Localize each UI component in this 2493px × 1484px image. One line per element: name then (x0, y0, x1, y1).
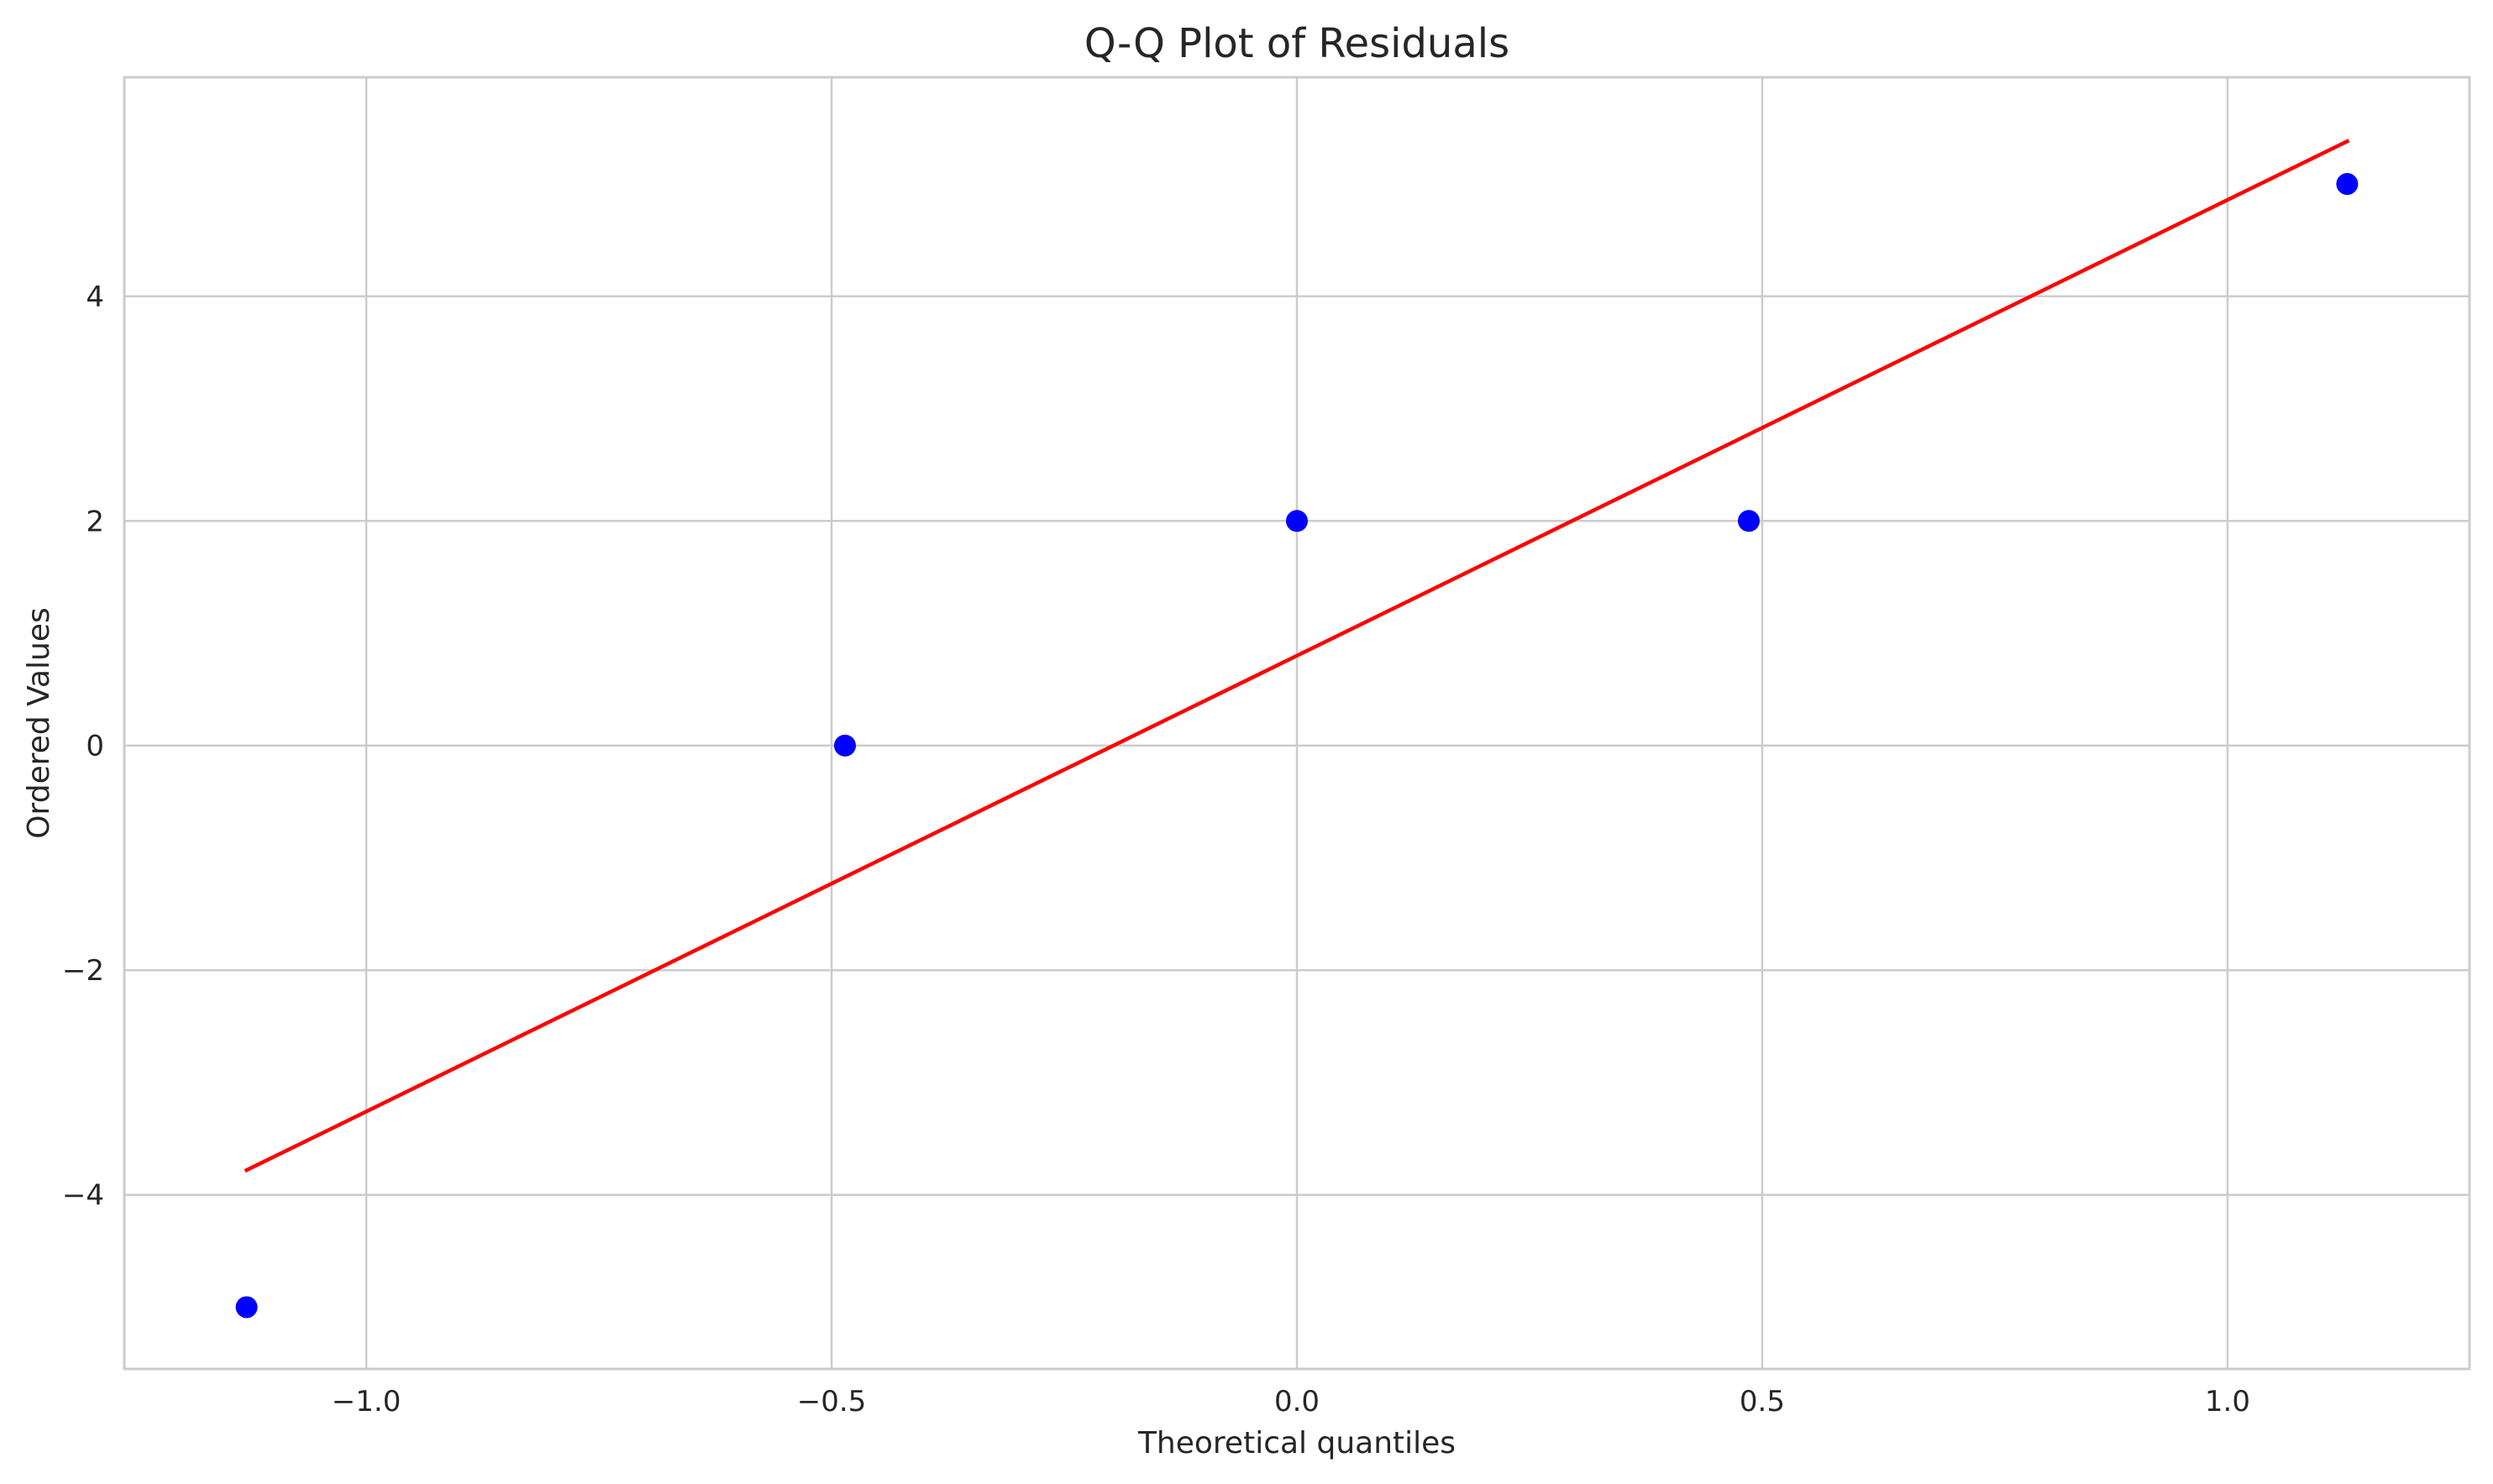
x-tick-label: −1.0 (332, 1385, 402, 1418)
fit-line (244, 139, 2350, 1173)
data-point (1738, 510, 1761, 532)
x-tick-label: 0.5 (1740, 1385, 1785, 1418)
x-tick-label: 1.0 (2205, 1385, 2250, 1418)
y-tick-label: 0 (86, 730, 104, 763)
x-axis-label: Theoretical quantiles (1137, 1426, 1456, 1460)
fit-line-layer (244, 139, 2350, 1173)
plot-frame (123, 76, 2471, 1371)
x-tick-label: −0.5 (797, 1385, 867, 1418)
data-point (2336, 173, 2359, 196)
points-layer (235, 173, 2359, 1319)
y-tick-labels: −4 −2 0 2 4 (62, 281, 104, 1213)
x-gridlines (365, 77, 2229, 1369)
x-tick-labels: −1.0 −0.5 0.0 0.5 1.0 (332, 1385, 2250, 1418)
data-point (833, 734, 856, 757)
chart-title: Q-Q Plot of Residuals (1084, 20, 1509, 67)
data-point (235, 1296, 258, 1319)
data-point (1286, 510, 1308, 532)
y-tick-label: −4 (62, 1179, 104, 1213)
y-axis-label: Ordered Values (22, 607, 56, 839)
y-tick-label: −2 (62, 954, 104, 988)
y-tick-label: 2 (86, 505, 104, 538)
y-tick-label: 4 (86, 281, 104, 314)
x-tick-label: 0.0 (1274, 1385, 1320, 1418)
